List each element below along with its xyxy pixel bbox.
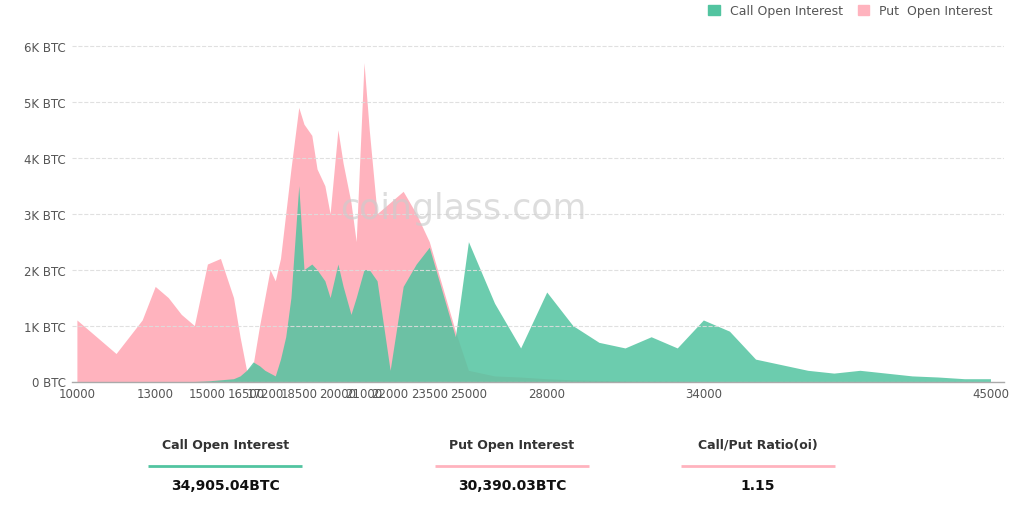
- Text: Call/Put Ratio(oi): Call/Put Ratio(oi): [698, 438, 817, 450]
- Text: 30,390.03BTC: 30,390.03BTC: [458, 478, 566, 492]
- Legend: Call Open Interest, Put  Open Interest: Call Open Interest, Put Open Interest: [703, 1, 997, 23]
- Text: coinglass.com: coinglass.com: [340, 192, 587, 225]
- Text: 34,905.04BTC: 34,905.04BTC: [171, 478, 280, 492]
- Text: Call Open Interest: Call Open Interest: [162, 438, 289, 450]
- Text: 1.15: 1.15: [740, 478, 775, 492]
- Text: Put Open Interest: Put Open Interest: [450, 438, 574, 450]
